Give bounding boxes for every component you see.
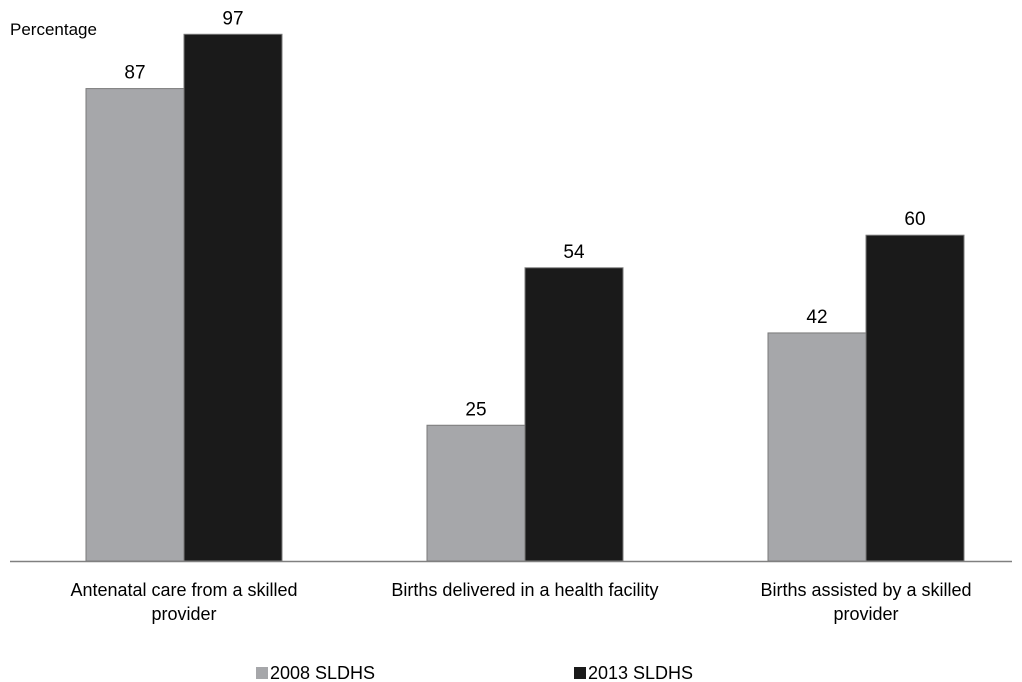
category-label-3: Births assisted by a skilled provider [760, 580, 971, 624]
bar-series2-cat2 [524, 267, 624, 562]
data-label-series2-cat3: 60 [904, 209, 925, 230]
data-label-series1-cat3: 42 [806, 307, 827, 328]
category-label-2: Births delivered in a health facility [391, 580, 658, 600]
legend-swatch-2 [574, 667, 586, 679]
bar-series1-cat3 [767, 332, 867, 562]
bar-labels-layer: 87 25 42 97 54 60 [124, 8, 925, 420]
legend-swatch-1 [256, 667, 268, 679]
category-label-1: Antenatal care from a skilled provider [70, 580, 297, 624]
y-axis-label: Percentage [10, 20, 97, 39]
category-labels-layer: Antenatal care from a skilled provider Bir… [70, 580, 971, 624]
bar-series1-cat1 [85, 88, 185, 562]
data-label-series2-cat2: 54 [563, 242, 585, 263]
bar-series2-cat1 [183, 33, 283, 562]
legend-label-2: 2013 SLDHS [588, 663, 693, 682]
bar-series1-cat2 [426, 424, 526, 562]
bar-series2-cat3 [865, 234, 965, 562]
bars-layer [85, 33, 965, 562]
legend-label-1: 2008 SLDHS [270, 663, 375, 682]
legend: 2008 SLDHS 2013 SLDHS [256, 663, 693, 682]
data-label-series1-cat2: 25 [465, 399, 486, 420]
data-label-series1-cat1: 87 [124, 63, 145, 84]
data-label-series2-cat1: 97 [222, 8, 243, 29]
